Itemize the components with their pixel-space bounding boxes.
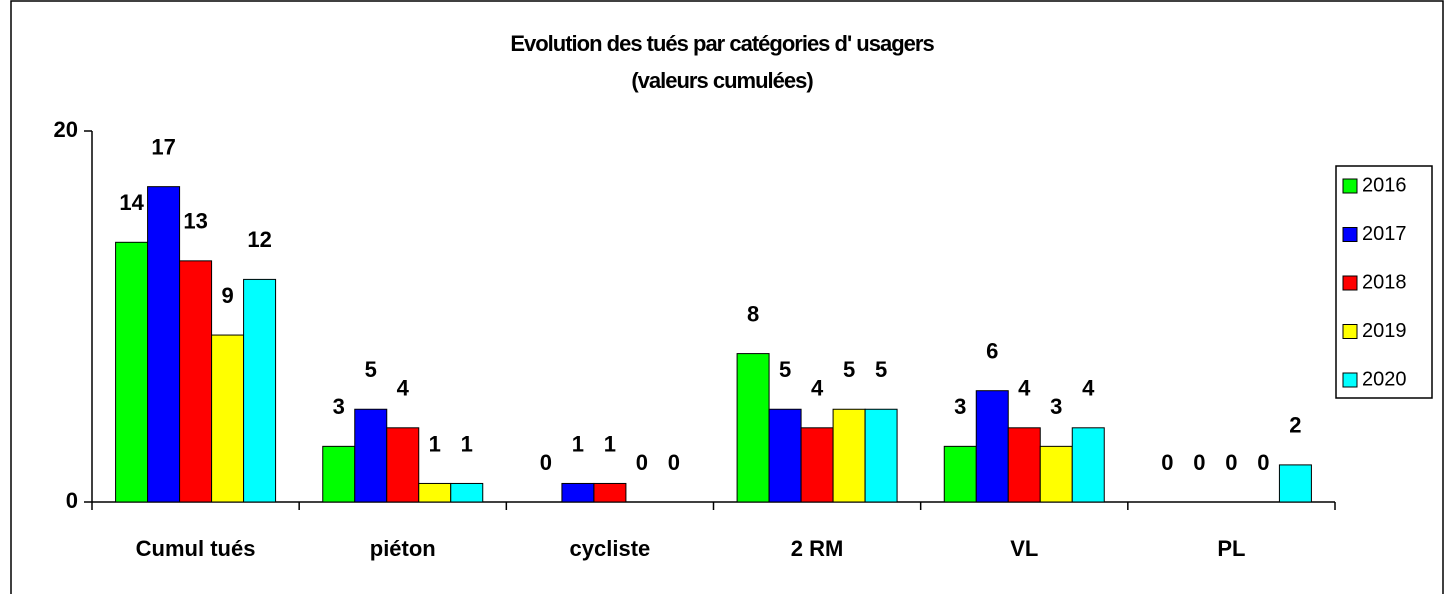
data-label: 0 (1161, 450, 1173, 475)
bar (975, 390, 1009, 503)
data-label: 1 (572, 431, 584, 456)
data-label: 0 (1193, 450, 1205, 475)
data-label: 8 (747, 301, 759, 326)
bar (147, 186, 181, 503)
legend-swatch (1342, 275, 1358, 291)
data-label: 0 (1257, 450, 1269, 475)
x-tick-label: PL (1217, 536, 1245, 561)
data-label: 0 (636, 450, 648, 475)
bar (115, 241, 149, 503)
bar (1071, 427, 1105, 503)
bar (243, 278, 277, 503)
legend-label: 2019 (1362, 320, 1407, 342)
bar (1278, 464, 1312, 503)
data-label: 0 (1225, 450, 1237, 475)
data-label: 5 (779, 357, 791, 382)
data-label: 17 (151, 134, 175, 159)
bar (179, 260, 213, 503)
y-tick-label: 0 (66, 488, 78, 513)
bar (943, 445, 977, 503)
legend-label: 2020 (1362, 368, 1407, 390)
data-label: 3 (333, 394, 345, 419)
data-label: 2 (1289, 413, 1301, 438)
data-label: 3 (1050, 394, 1062, 419)
chart-title: Evolution des tués par catégories d' usa… (510, 31, 934, 56)
bar (322, 445, 356, 503)
data-label: 4 (397, 376, 410, 401)
x-tick-label: VL (1010, 536, 1038, 561)
legend-label: 2016 (1362, 174, 1407, 196)
data-label: 12 (247, 227, 271, 252)
x-tick-label: piéton (370, 536, 436, 561)
legend-swatch (1342, 324, 1358, 339)
data-label: 4 (1018, 376, 1031, 401)
data-label: 5 (843, 357, 855, 382)
bar (864, 408, 898, 503)
bar (800, 427, 834, 503)
bar (418, 482, 452, 503)
x-tick-label: cycliste (570, 536, 651, 561)
data-label: 0 (668, 450, 680, 475)
x-tick-label: Cumul tués (136, 536, 256, 561)
data-label: 4 (1082, 376, 1095, 401)
bar (832, 408, 866, 503)
data-label: 0 (540, 450, 552, 475)
data-label: 5 (875, 357, 887, 382)
data-label: 4 (811, 376, 824, 401)
x-tick-label: 2 RM (791, 536, 844, 561)
legend-swatch (1342, 227, 1358, 242)
bar (386, 427, 420, 503)
bar (1039, 445, 1073, 503)
data-label: 1 (604, 431, 616, 456)
data-label: 3 (954, 394, 966, 419)
chart-subtitle: (valeurs cumulées) (631, 68, 813, 93)
data-label: 6 (986, 339, 998, 364)
bar (561, 482, 595, 503)
bar (1007, 427, 1041, 503)
legend-swatch (1342, 372, 1358, 388)
data-label: 9 (221, 283, 233, 308)
legend-swatch (1342, 178, 1358, 194)
data-label: 14 (119, 190, 144, 215)
data-label: 1 (429, 431, 441, 456)
y-tick-label: 20 (54, 117, 78, 142)
bar (736, 353, 770, 503)
bar (354, 408, 388, 503)
bar (450, 482, 484, 503)
data-label: 13 (183, 209, 207, 234)
bar (768, 408, 802, 503)
bar (593, 482, 627, 503)
bar (211, 334, 245, 503)
data-label: 5 (365, 357, 377, 382)
data-label: 1 (461, 431, 473, 456)
legend-label: 2017 (1362, 223, 1407, 245)
legend-label: 2018 (1362, 271, 1407, 293)
